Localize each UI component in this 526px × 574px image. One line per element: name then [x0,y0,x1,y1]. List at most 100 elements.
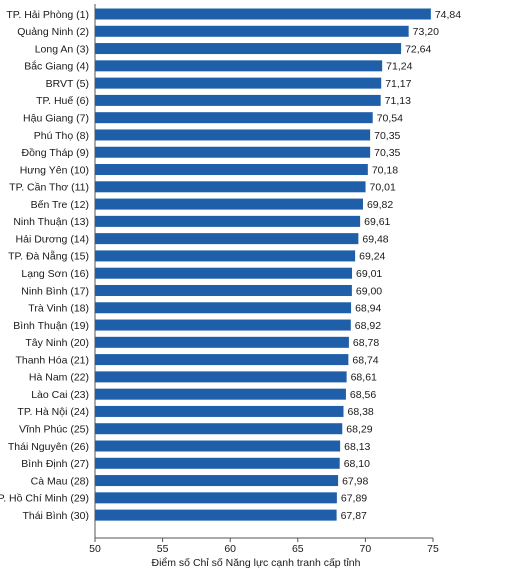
bar [95,129,371,141]
bar [95,181,366,193]
x-tick-label: 55 [157,543,169,555]
bar [95,336,349,348]
category-labels: TP. Hải Phòng (1) Quảng Ninh (2) Long An (… [0,9,89,522]
x-ticks: 50 55 60 65 70 75 [89,538,439,555]
x-tick-label: 60 [224,543,236,555]
value-label: 69,01 [356,268,382,280]
value-label: 71,17 [385,78,411,90]
value-label: 68,38 [347,406,373,418]
bar [95,302,352,314]
category-label: Long An (3) [35,43,89,55]
value-label: 67,89 [341,493,367,505]
value-label: 69,82 [367,199,393,211]
value-label: 68,56 [350,389,376,401]
category-label: Thái Bình (30) [22,510,89,522]
value-label: 70,54 [377,112,403,124]
bar [95,60,383,72]
category-label: Bình Định (27) [21,458,89,470]
category-label: Bình Thuận (19) [13,320,89,332]
x-tick-label: 65 [292,543,304,555]
value-label: 74,84 [435,9,461,21]
bar [95,164,368,176]
value-label: 68,78 [353,337,379,349]
category-label: Hưng Yên (10) [20,164,89,176]
bar [95,77,382,89]
bar [95,267,353,279]
category-label: Ninh Thuận (13) [13,216,89,228]
category-label: Bắc Giang (4) [24,60,89,73]
bars-group [95,8,431,521]
category-label: Bến Tre (12) [31,199,89,211]
category-label: TP. Hà Nội (24) [17,406,89,418]
category-label: Quảng Ninh (2) [17,26,89,38]
category-label: TP. Cần Thơ (11) [9,182,89,194]
x-tick-label: 50 [89,543,101,555]
value-label: 71,24 [386,61,412,73]
value-label: 67,87 [341,510,367,522]
value-label: 71,13 [385,95,411,107]
bar [95,457,340,469]
category-label: BRVT (5) [46,78,89,90]
category-label: Ninh Bình (17) [21,285,89,297]
category-label: Tây Ninh (20) [25,337,89,349]
bar [95,215,361,227]
value-label: 68,74 [352,354,378,366]
value-label: 67,98 [342,475,368,487]
value-label: 68,13 [344,441,370,453]
category-label: Cà Mau (28) [31,475,89,487]
category-label: TP. Huế (6) [36,95,89,107]
category-label: Hà Nam (22) [29,372,89,384]
value-labels: 74,84 73,20 72,64 71,24 71,17 71,13 70,54 70,35… [341,9,462,522]
bar [95,440,341,452]
value-label: 72,64 [405,43,431,55]
category-label: TP. Hồ Chí Minh (29) [0,493,89,505]
category-label: Đồng Tháp (9) [21,147,89,159]
bar [95,423,343,435]
value-label: 68,61 [351,372,377,384]
category-label: Hậu Giang (7) [23,112,89,124]
bar [95,25,409,37]
value-label: 68,29 [346,424,372,436]
category-label: Phú Thọ (8) [34,130,89,142]
category-label: TP. Đà Nẵng (15) [8,250,89,263]
value-label: 70,35 [374,130,400,142]
value-label: 69,00 [356,285,382,297]
category-label: Lào Cai (23) [31,389,89,401]
category-label: Trà Vinh (18) [28,303,89,315]
bar [95,388,346,400]
bar [95,492,337,504]
value-label: 73,20 [413,26,439,38]
bar [95,8,431,20]
bar [95,284,352,296]
bar [95,94,381,106]
bar [95,198,363,210]
bar [95,509,337,521]
category-label: Thanh Hóa (21) [15,354,89,366]
bar [95,146,371,158]
value-label: 70,01 [370,182,396,194]
bar [95,250,356,262]
value-label: 68,94 [355,303,381,315]
bar [95,371,347,383]
bar [95,405,344,417]
value-label: 69,24 [359,251,385,263]
value-label: 69,48 [362,233,388,245]
category-label: Vĩnh Phúc (25) [19,424,89,436]
value-label: 68,10 [344,458,370,470]
bar [95,233,359,245]
x-axis-title: Điểm số Chỉ số Năng lực cạnh tranh cấp t… [152,557,361,569]
value-label: 70,18 [372,164,398,176]
bar [95,475,339,487]
bar [95,354,349,366]
x-tick-label: 75 [427,543,439,555]
category-label: Lạng Sơn (16) [21,268,89,280]
value-label: 68,92 [355,320,381,332]
category-label: Hải Dương (14) [16,233,89,245]
bar [95,319,351,331]
x-tick-label: 70 [360,543,372,555]
bar [95,43,402,55]
value-label: 69,61 [364,216,390,228]
category-label: Thái Nguyên (26) [8,441,89,453]
value-label: 70,35 [374,147,400,159]
